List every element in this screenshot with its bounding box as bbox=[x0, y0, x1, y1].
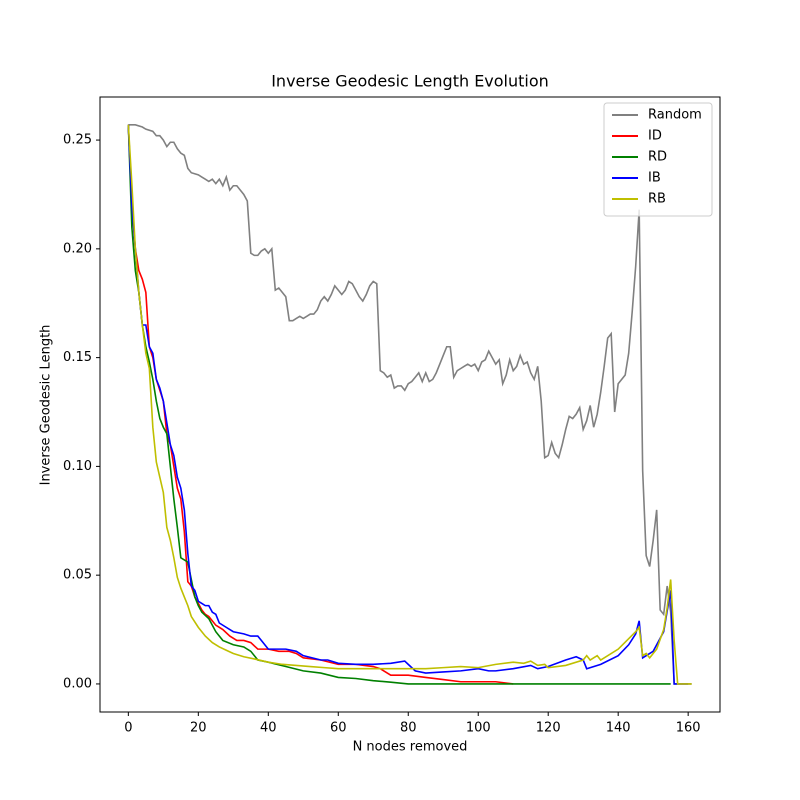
x-tick-label: 60 bbox=[330, 721, 347, 736]
x-tick-label: 0 bbox=[124, 721, 132, 736]
y-tick-label: 0.15 bbox=[63, 350, 92, 365]
x-tick-label: 160 bbox=[676, 721, 701, 736]
y-axis-label: Inverse Geodesic Length bbox=[39, 325, 54, 486]
legend-label: RD bbox=[648, 150, 667, 165]
series-line bbox=[128, 124, 692, 685]
legend-label: RB bbox=[648, 192, 666, 207]
series-line bbox=[127, 124, 671, 685]
legend-label: ID bbox=[648, 129, 662, 144]
x-tick-label: 140 bbox=[606, 721, 631, 736]
x-tick-label: 80 bbox=[400, 721, 417, 736]
y-tick-label: 0.05 bbox=[63, 568, 92, 583]
y-tick-label: 0.25 bbox=[63, 133, 92, 148]
y-tick-label: 0.00 bbox=[63, 676, 92, 691]
series-line bbox=[127, 124, 692, 685]
legend-label: Random bbox=[648, 108, 702, 123]
y-tick-label: 0.10 bbox=[63, 459, 92, 474]
x-tick-label: 120 bbox=[536, 721, 561, 736]
series-line bbox=[127, 124, 689, 685]
x-axis-label: N nodes removed bbox=[353, 740, 468, 755]
y-tick-label: 0.20 bbox=[63, 241, 92, 256]
legend-label: IB bbox=[648, 171, 661, 186]
plot-frame bbox=[99, 96, 721, 713]
x-tick-label: 40 bbox=[260, 721, 277, 736]
x-tick-label: 20 bbox=[190, 721, 207, 736]
legend-box bbox=[603, 102, 713, 217]
chart-title: Inverse Geodesic Length Evolution bbox=[271, 72, 549, 91]
x-tick-label: 100 bbox=[466, 721, 491, 736]
